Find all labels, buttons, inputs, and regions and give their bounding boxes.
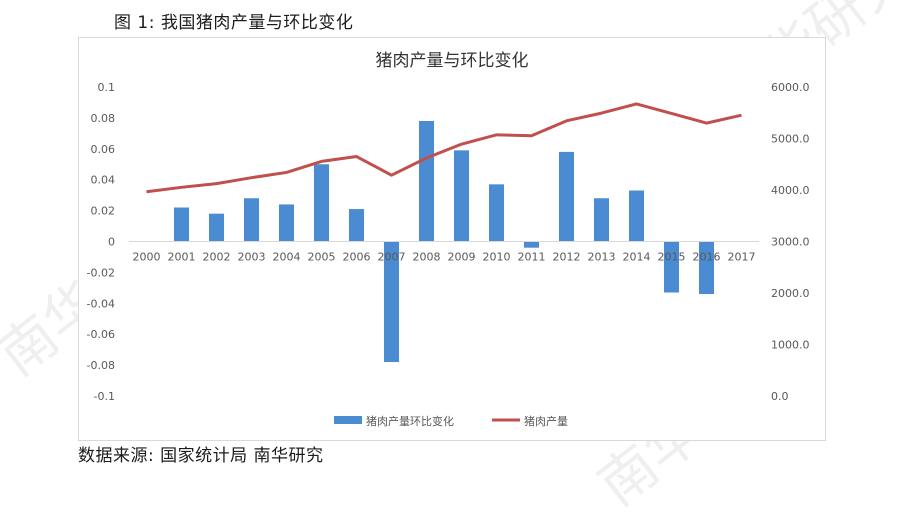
x-axis-labels: 2000 2001 2002 2003 2004 2005 2006 2007 2008 2009… <box>133 251 756 264</box>
x-tick-label: 2006 <box>343 251 371 264</box>
bar-2002 <box>208 213 225 242</box>
left-tick-label: 0.1 <box>98 81 116 94</box>
line-series <box>146 102 742 194</box>
legend: 猪肉产量环比变化 猪肉产量 <box>334 414 568 428</box>
legend-swatch-bar <box>334 416 362 424</box>
source-note: 数据来源: 国家统计局 南华研究 <box>78 446 324 466</box>
left-tick-label: -0.04 <box>87 297 115 310</box>
x-tick-label: 2015 <box>658 251 686 264</box>
bar-2015 <box>663 241 680 293</box>
bar-2005 <box>313 164 330 242</box>
x-tick-label: 2011 <box>518 251 546 264</box>
bar-2006 <box>348 209 365 242</box>
left-tick-label: 0.04 <box>91 174 116 187</box>
right-tick-label: 2000.0 <box>771 287 810 300</box>
x-tick-label: 2003 <box>238 251 266 264</box>
bar-2007 <box>383 241 400 363</box>
figure-caption: 图 1: 我国猪肉产量与环比变化 <box>114 13 354 33</box>
x-tick-label: 2000 <box>133 251 161 264</box>
right-tick-label: 0.0 <box>771 390 789 403</box>
bar-2010 <box>488 184 505 242</box>
left-tick-label: -0.1 <box>94 390 115 403</box>
right-tick-label: 5000.0 <box>771 133 810 146</box>
right-axis: 6000.0 5000.0 4000.0 3000.0 2000.0 1000.0 0.0 <box>771 81 810 403</box>
x-tick-label: 2008 <box>413 251 441 264</box>
bar-2011 <box>523 241 540 248</box>
bar-2003 <box>243 198 260 242</box>
left-tick-label: 0.08 <box>91 112 116 125</box>
x-tick-label: 2001 <box>168 251 196 264</box>
left-tick-label: 0 <box>108 236 115 249</box>
right-tick-label: 3000.0 <box>771 236 810 249</box>
bar-2008 <box>418 120 435 242</box>
chart-title: 猪肉产量与环比变化 <box>376 51 529 71</box>
chart-svg: 猪肉产量与环比变化 0.1 0.08 0.06 0.04 0.02 0 -0.02 -0.04… <box>87 51 810 428</box>
bar-series <box>173 120 715 363</box>
x-tick-label: 2010 <box>483 251 511 264</box>
bar-2013 <box>593 198 610 242</box>
right-tick-label: 4000.0 <box>771 184 810 197</box>
bar-2001 <box>173 207 190 242</box>
x-tick-label: 2005 <box>308 251 336 264</box>
bar-2014 <box>628 190 645 242</box>
x-tick-label: 2016 <box>693 251 721 264</box>
legend-label-bar: 猪肉产量环比变化 <box>366 414 454 428</box>
left-tick-label: -0.08 <box>87 359 115 372</box>
left-tick-label: -0.02 <box>87 266 115 279</box>
bar-2004 <box>278 204 295 242</box>
right-tick-label: 1000.0 <box>771 339 810 352</box>
x-tick-label: 2004 <box>273 251 301 264</box>
x-tick-label: 2009 <box>448 251 476 264</box>
production-line <box>146 102 742 194</box>
left-tick-label: -0.06 <box>87 328 115 341</box>
chart-frame: 猪肉产量与环比变化 0.1 0.08 0.06 0.04 0.02 0 -0.02 -0.04… <box>78 37 826 441</box>
bar-2009 <box>453 150 470 242</box>
left-axis: 0.1 0.08 0.06 0.04 0.02 0 -0.02 -0.04 -0.06 -0.08… <box>87 81 115 403</box>
x-tick-label: 2014 <box>623 251 651 264</box>
x-tick-label: 2012 <box>553 251 581 264</box>
x-tick-label: 2002 <box>203 251 231 264</box>
left-tick-label: 0.02 <box>91 205 116 218</box>
left-tick-label: 0.06 <box>91 143 116 156</box>
x-tick-label: 2007 <box>378 251 406 264</box>
x-tick-label: 2017 <box>728 251 756 264</box>
bar-2012 <box>558 151 575 242</box>
legend-label-line: 猪肉产量 <box>524 414 568 428</box>
bar-2016 <box>698 241 715 295</box>
x-tick-label: 2013 <box>588 251 616 264</box>
right-tick-label: 6000.0 <box>771 81 810 94</box>
